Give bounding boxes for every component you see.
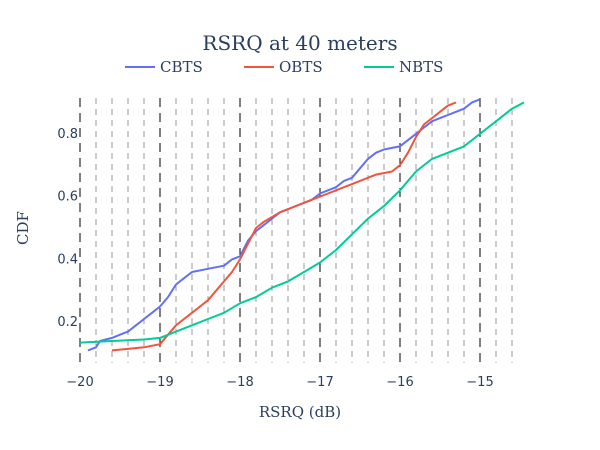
series-line-cbts — [87, 98, 481, 352]
y-tick-label: 0.8 — [57, 127, 78, 142]
legend-item-cbts[interactable]: CBTS — [125, 58, 203, 76]
x-axis-ticks: −20 −19 −18 −17 −16 −15 — [66, 375, 493, 390]
x-tick-label: −15 — [466, 375, 493, 390]
legend-item-nbts[interactable]: NBTS — [364, 58, 443, 76]
x-tick-label: −18 — [226, 375, 253, 390]
legend-label: OBTS — [279, 58, 323, 76]
y-tick-label: 0.6 — [57, 190, 78, 205]
legend-item-obts[interactable]: OBTS — [244, 58, 323, 76]
y-axis-ticks: 0.2 0.4 0.6 0.8 — [57, 127, 78, 330]
series-line-obts — [111, 101, 457, 352]
x-tick-label: −20 — [66, 375, 93, 390]
x-tick-label: −19 — [146, 375, 173, 390]
legend-label: CBTS — [160, 58, 203, 76]
x-tick-label: −16 — [386, 375, 413, 390]
y-axis-title: CDF — [14, 211, 32, 245]
chart-title: RSRQ at 40 meters — [202, 31, 397, 55]
x-axis-title: RSRQ (dB) — [259, 403, 341, 421]
legend: CBTS OBTS NBTS — [125, 58, 443, 76]
series-line-nbts — [79, 101, 525, 344]
legend-label: NBTS — [399, 58, 443, 76]
x-tick-label: −17 — [306, 375, 333, 390]
y-tick-label: 0.4 — [57, 252, 78, 267]
grid — [79, 98, 513, 363]
series-layer — [79, 98, 525, 352]
y-tick-label: 0.2 — [57, 315, 78, 330]
